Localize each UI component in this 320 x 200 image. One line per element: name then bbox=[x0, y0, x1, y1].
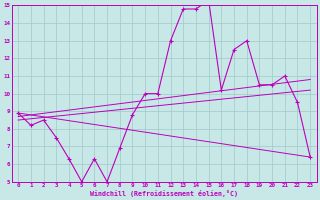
X-axis label: Windchill (Refroidissement éolien,°C): Windchill (Refroidissement éolien,°C) bbox=[90, 190, 238, 197]
